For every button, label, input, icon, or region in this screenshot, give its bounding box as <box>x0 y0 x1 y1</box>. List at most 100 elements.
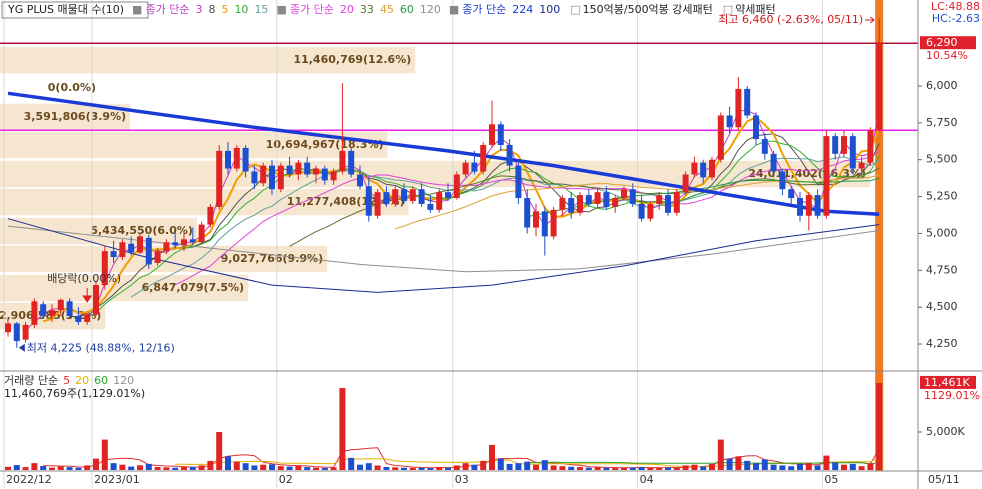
candle-body <box>163 242 170 252</box>
candle-body <box>832 136 839 154</box>
volume-bar <box>277 466 284 470</box>
candle-body <box>427 203 434 210</box>
candle-body <box>682 174 689 193</box>
volume-bar <box>753 463 759 470</box>
ma-period: 5 <box>221 3 228 16</box>
candle-body <box>84 314 91 322</box>
volume-bar <box>489 444 495 470</box>
candle-body <box>13 323 20 342</box>
candle-body <box>374 192 381 216</box>
candle-body <box>22 324 29 340</box>
candle-body <box>392 189 399 204</box>
candle-body <box>198 224 205 243</box>
candle-body <box>181 239 187 246</box>
ma-line <box>7 218 880 293</box>
volume-bar <box>876 382 883 470</box>
volume-bar <box>383 466 390 470</box>
volume-ma-period: 120 <box>113 374 134 387</box>
volume-bar <box>119 464 126 470</box>
profile-label: 9,027,766(9.9%) <box>221 252 324 265</box>
current-volume-label: 11,461K <box>924 376 970 389</box>
y-tick-label: 5,250 <box>926 190 958 203</box>
volume-bar <box>198 465 205 470</box>
candle-body <box>233 147 240 169</box>
candle-body <box>172 242 179 246</box>
volume-bar <box>524 461 531 470</box>
candle-body <box>506 144 513 166</box>
candle-body <box>277 165 284 190</box>
volume-bar <box>225 456 231 470</box>
volume-bar <box>295 466 302 470</box>
volume-bar <box>128 466 135 470</box>
candle-body <box>612 198 619 207</box>
y-tick-label: 6,000 <box>926 79 958 92</box>
volume-bar <box>585 467 592 470</box>
volume-ma-period: 5 <box>63 374 70 387</box>
ex-dividend-label: 배당락(0.00%) <box>47 272 121 285</box>
candle-body <box>814 195 821 216</box>
y-tick-label: 4,500 <box>926 300 958 313</box>
volume-bar <box>823 455 830 470</box>
candle-body <box>805 195 812 216</box>
ma-period: 120 <box>420 3 441 16</box>
ex-dividend-arrow <box>82 288 93 303</box>
candle-body <box>137 236 143 253</box>
candle-body <box>313 168 319 175</box>
volume-bar <box>339 387 346 470</box>
volume-bar <box>392 467 399 470</box>
pattern-checkbox: □ <box>723 3 733 16</box>
ma-period: 33 <box>360 3 374 16</box>
current-day-band <box>875 0 884 471</box>
x-tick-label: 2023/01 <box>94 473 140 486</box>
volume-bar <box>480 460 487 470</box>
candle-body <box>533 211 539 228</box>
ma-line <box>42 116 881 323</box>
volume-bar <box>172 467 179 470</box>
ma-period: 15 <box>254 3 268 16</box>
candle-body <box>189 239 196 243</box>
candle-body <box>154 251 161 263</box>
volume-bar <box>154 466 161 470</box>
volume-bar <box>788 466 795 470</box>
x-tick-label: 2022/12 <box>6 473 52 486</box>
volume-bar <box>321 467 328 470</box>
candle-body <box>93 285 99 315</box>
candle-body <box>401 189 407 202</box>
candle-body <box>365 186 372 216</box>
volume-bar <box>286 466 293 470</box>
volume-tick-label: 5,000K <box>926 425 965 438</box>
candle-body <box>621 189 627 199</box>
volume-bar <box>594 467 601 470</box>
candle-body <box>515 165 522 199</box>
candle-body <box>744 88 751 116</box>
volume-bar <box>374 465 381 470</box>
candle-body <box>841 136 847 154</box>
candle-body <box>594 192 601 204</box>
volume-bar <box>841 464 847 470</box>
right-axis-panel <box>918 0 982 489</box>
candle-body <box>709 159 715 178</box>
ma-period: 8 <box>208 3 215 16</box>
profile-bar <box>0 274 249 302</box>
profile-bar <box>0 160 870 188</box>
volume-bar <box>761 459 768 470</box>
y-tick-label: 4,750 <box>926 263 958 276</box>
candle-body <box>876 43 883 131</box>
pattern-checkbox: □ <box>570 3 580 16</box>
volume-bar <box>313 467 319 470</box>
candle-body <box>665 195 671 213</box>
candle-body <box>823 136 830 216</box>
volume-bar <box>709 463 715 470</box>
volume-bar <box>216 432 223 470</box>
volume-bar <box>533 464 539 470</box>
candle-body <box>128 243 135 253</box>
volume-bar <box>101 439 108 470</box>
volume-bar <box>75 467 82 470</box>
volume-bar <box>656 468 663 470</box>
volume-bar <box>744 460 751 470</box>
candle-body <box>304 162 311 175</box>
volume-bar <box>805 463 812 470</box>
high-arrow <box>865 16 875 24</box>
profile-label: 0(0.0%) <box>48 81 96 94</box>
y-tick-label: 5,000 <box>926 226 958 239</box>
